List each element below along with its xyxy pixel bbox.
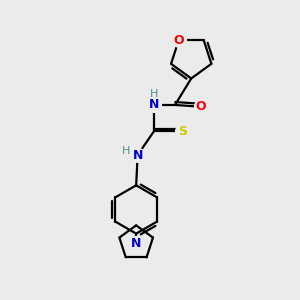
Text: N: N [131, 236, 141, 250]
Text: S: S [178, 125, 187, 138]
Text: H: H [150, 89, 158, 99]
Text: H: H [122, 146, 130, 156]
Text: O: O [195, 100, 206, 113]
Text: O: O [173, 34, 184, 46]
Text: N: N [148, 98, 159, 111]
Text: N: N [132, 148, 143, 161]
